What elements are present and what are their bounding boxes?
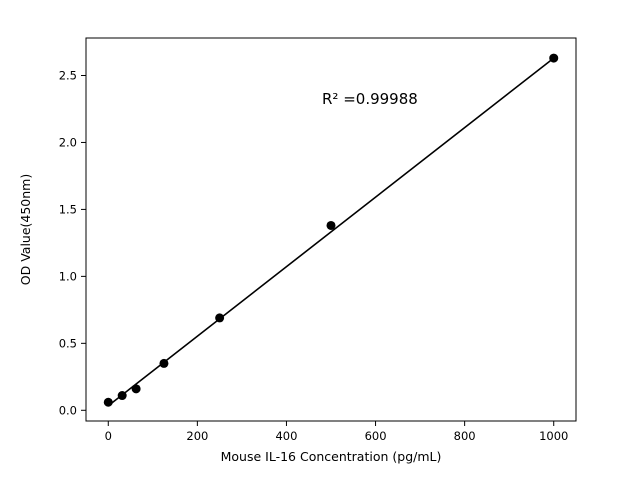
y-tick-label: 2.0 <box>59 135 77 149</box>
fit-line <box>107 57 555 407</box>
y-tick-label: 0.5 <box>59 336 77 350</box>
y-tick-label: 2.5 <box>59 68 77 82</box>
y-tick-label: 1.5 <box>59 202 77 216</box>
y-tick-label: 0.0 <box>59 403 77 417</box>
y-tick-label: 1.0 <box>59 269 77 283</box>
data-point <box>549 53 559 63</box>
data-point <box>326 220 336 230</box>
y-axis-label: OD Value(450nm) <box>18 174 33 285</box>
data-point <box>117 391 127 401</box>
x-tick-label: 800 <box>454 429 476 443</box>
r-squared-annotation: R² =0.99988 <box>322 90 418 108</box>
data-point <box>103 397 113 407</box>
data-point <box>215 313 225 323</box>
data-point <box>159 358 169 368</box>
x-tick-label: 200 <box>186 429 208 443</box>
x-tick-label: 0 <box>105 429 112 443</box>
x-tick-label: 1000 <box>539 429 568 443</box>
x-axis-label: Mouse IL-16 Concentration (pg/mL) <box>221 449 442 464</box>
x-tick-label: 400 <box>275 429 297 443</box>
x-tick-label: 600 <box>365 429 387 443</box>
data-point <box>131 384 141 394</box>
plot-border <box>85 37 577 422</box>
